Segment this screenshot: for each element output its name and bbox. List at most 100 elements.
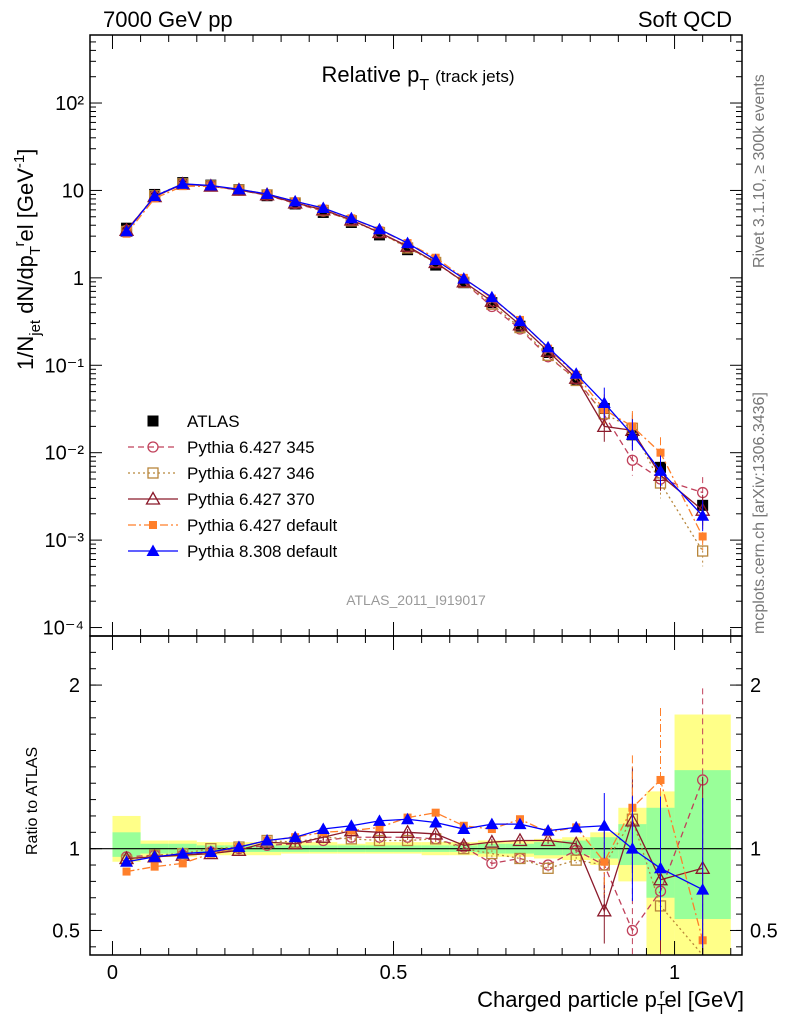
legend-label: ATLAS [187, 412, 240, 431]
ratio-data-point [541, 824, 555, 836]
legend-entry: ATLAS [147, 412, 240, 431]
ratio-data-point [656, 775, 665, 784]
main-data-point [401, 236, 415, 249]
main-title-extra: (track jets) [435, 67, 514, 86]
analysis-watermark: ATLAS_2011_I919017 [346, 592, 486, 608]
main-data-point [260, 187, 274, 200]
ratio-data-point [288, 830, 302, 843]
ratio-data-point [600, 857, 609, 866]
ratio-data-point [596, 903, 612, 917]
main-data-point [176, 177, 190, 189]
main-ytick-label: 10 [62, 180, 84, 202]
main-ytick-label: 10² [55, 93, 84, 115]
main-series-line [126, 183, 704, 511]
main-data-point [120, 224, 134, 237]
legend-entry: Pythia 6.427 370 [128, 490, 315, 509]
legend-marker [147, 441, 159, 453]
xtick-label: 1 [669, 962, 680, 984]
main-data-point [232, 182, 246, 195]
main-title: Relative pT (track jets) [322, 62, 515, 94]
legend-label: Pythia 6.427 345 [187, 438, 315, 457]
ratio-ytick-label: 1 [69, 839, 80, 861]
main-data-point [596, 418, 612, 433]
main-data-point [654, 464, 667, 476]
ratio-frame [89, 635, 743, 956]
xtick-label: 0 [107, 962, 118, 984]
main-data-point [696, 509, 710, 521]
ratio-ytick-label-right: 0.5 [750, 920, 778, 942]
ratio-data-point [696, 883, 710, 895]
legend-entry: Pythia 6.427 346 [128, 464, 315, 483]
ratio-data-point [287, 835, 303, 850]
ratio-data-point [204, 845, 218, 857]
legend-marker [149, 521, 157, 529]
ratio-ytick-label: 0.5 [52, 920, 80, 942]
main-title-text: Relative p [322, 62, 420, 87]
ratio-ytick-label-right: 2 [750, 675, 761, 697]
ratio-data-point [316, 822, 330, 835]
ratio-data-point [514, 852, 526, 865]
legend-entry: Pythia 6.427 345 [128, 438, 315, 457]
main-data-point [626, 454, 639, 466]
ratio-data-point [120, 855, 134, 867]
ratio-data-point [569, 820, 583, 833]
ratio-data-point [429, 815, 443, 828]
main-ytick-label: 1 [73, 268, 84, 290]
main-data-point [698, 532, 707, 541]
ratio-data-point [484, 834, 500, 848]
ratio-data-point [625, 842, 639, 854]
main-data-point [486, 297, 498, 309]
ratio-data-point [568, 835, 584, 850]
ratio-data-point [597, 819, 611, 831]
main-ylabel: 1/Njet dN/dpTrel [GeV-1] [11, 149, 44, 370]
legend-label: Pythia 8.308 default [187, 542, 338, 561]
main-data-point [625, 428, 639, 440]
main-ytick-label: 10⁻¹ [45, 355, 85, 377]
xtick-label: 0.5 [380, 962, 408, 984]
ratio-data-point [148, 850, 162, 862]
ratio-data-point [232, 840, 246, 853]
main-data-point [344, 211, 358, 224]
main-data-point [514, 320, 526, 332]
ratio-ylabel: Ratio to ATLAS [24, 747, 41, 855]
ratio-data-point [401, 812, 415, 825]
ratio-data-point [260, 833, 274, 846]
main-data-point [485, 290, 499, 303]
ratio-ytick-label-right: 1 [750, 839, 761, 861]
main-data-point [697, 545, 709, 557]
ratio-data-point [372, 814, 386, 826]
main-title-sub: T [419, 77, 429, 94]
main-data-point [373, 229, 385, 241]
legend-marker [145, 491, 161, 505]
ratio-data-point [428, 826, 444, 840]
ratio-data-point [485, 817, 499, 830]
legend-label: Pythia 6.427 346 [187, 464, 315, 483]
ratio-data-point [570, 854, 582, 866]
main-ytick-label: 10⁻⁴ [43, 618, 84, 640]
ratio-data-point [431, 808, 440, 817]
legend: ATLAS Pythia 6.427 345 Pythia 6.427 346 Pyt… [128, 412, 338, 561]
main-ytick-label: 10⁻³ [45, 530, 85, 552]
header-left: 7000 GeV pp [103, 7, 233, 32]
main-data-point [541, 340, 555, 353]
ratio-series-line [126, 778, 704, 941]
ratio-data-point [122, 867, 131, 876]
main-data-point [288, 194, 302, 207]
ratio-ytick-label: 2 [69, 675, 80, 697]
mcplots-label: mcplots.cern.ch [arXiv:1306.3436] [751, 392, 768, 634]
ratio-data-point [344, 819, 358, 831]
main-data-point [372, 222, 386, 235]
main-series-line [126, 185, 704, 537]
ratio-data-point [512, 832, 528, 847]
main-data-point [429, 253, 443, 266]
legend-label: Pythia 6.427 default [187, 516, 338, 535]
main-data-point [513, 314, 527, 327]
ratio-data-point [486, 847, 498, 860]
main-data-point [457, 272, 471, 284]
header-right: Soft QCD [638, 7, 732, 32]
main-data-point [656, 448, 665, 457]
main-data-point [430, 259, 442, 271]
main-data-point [597, 396, 611, 409]
ratio-data-point [456, 837, 472, 852]
